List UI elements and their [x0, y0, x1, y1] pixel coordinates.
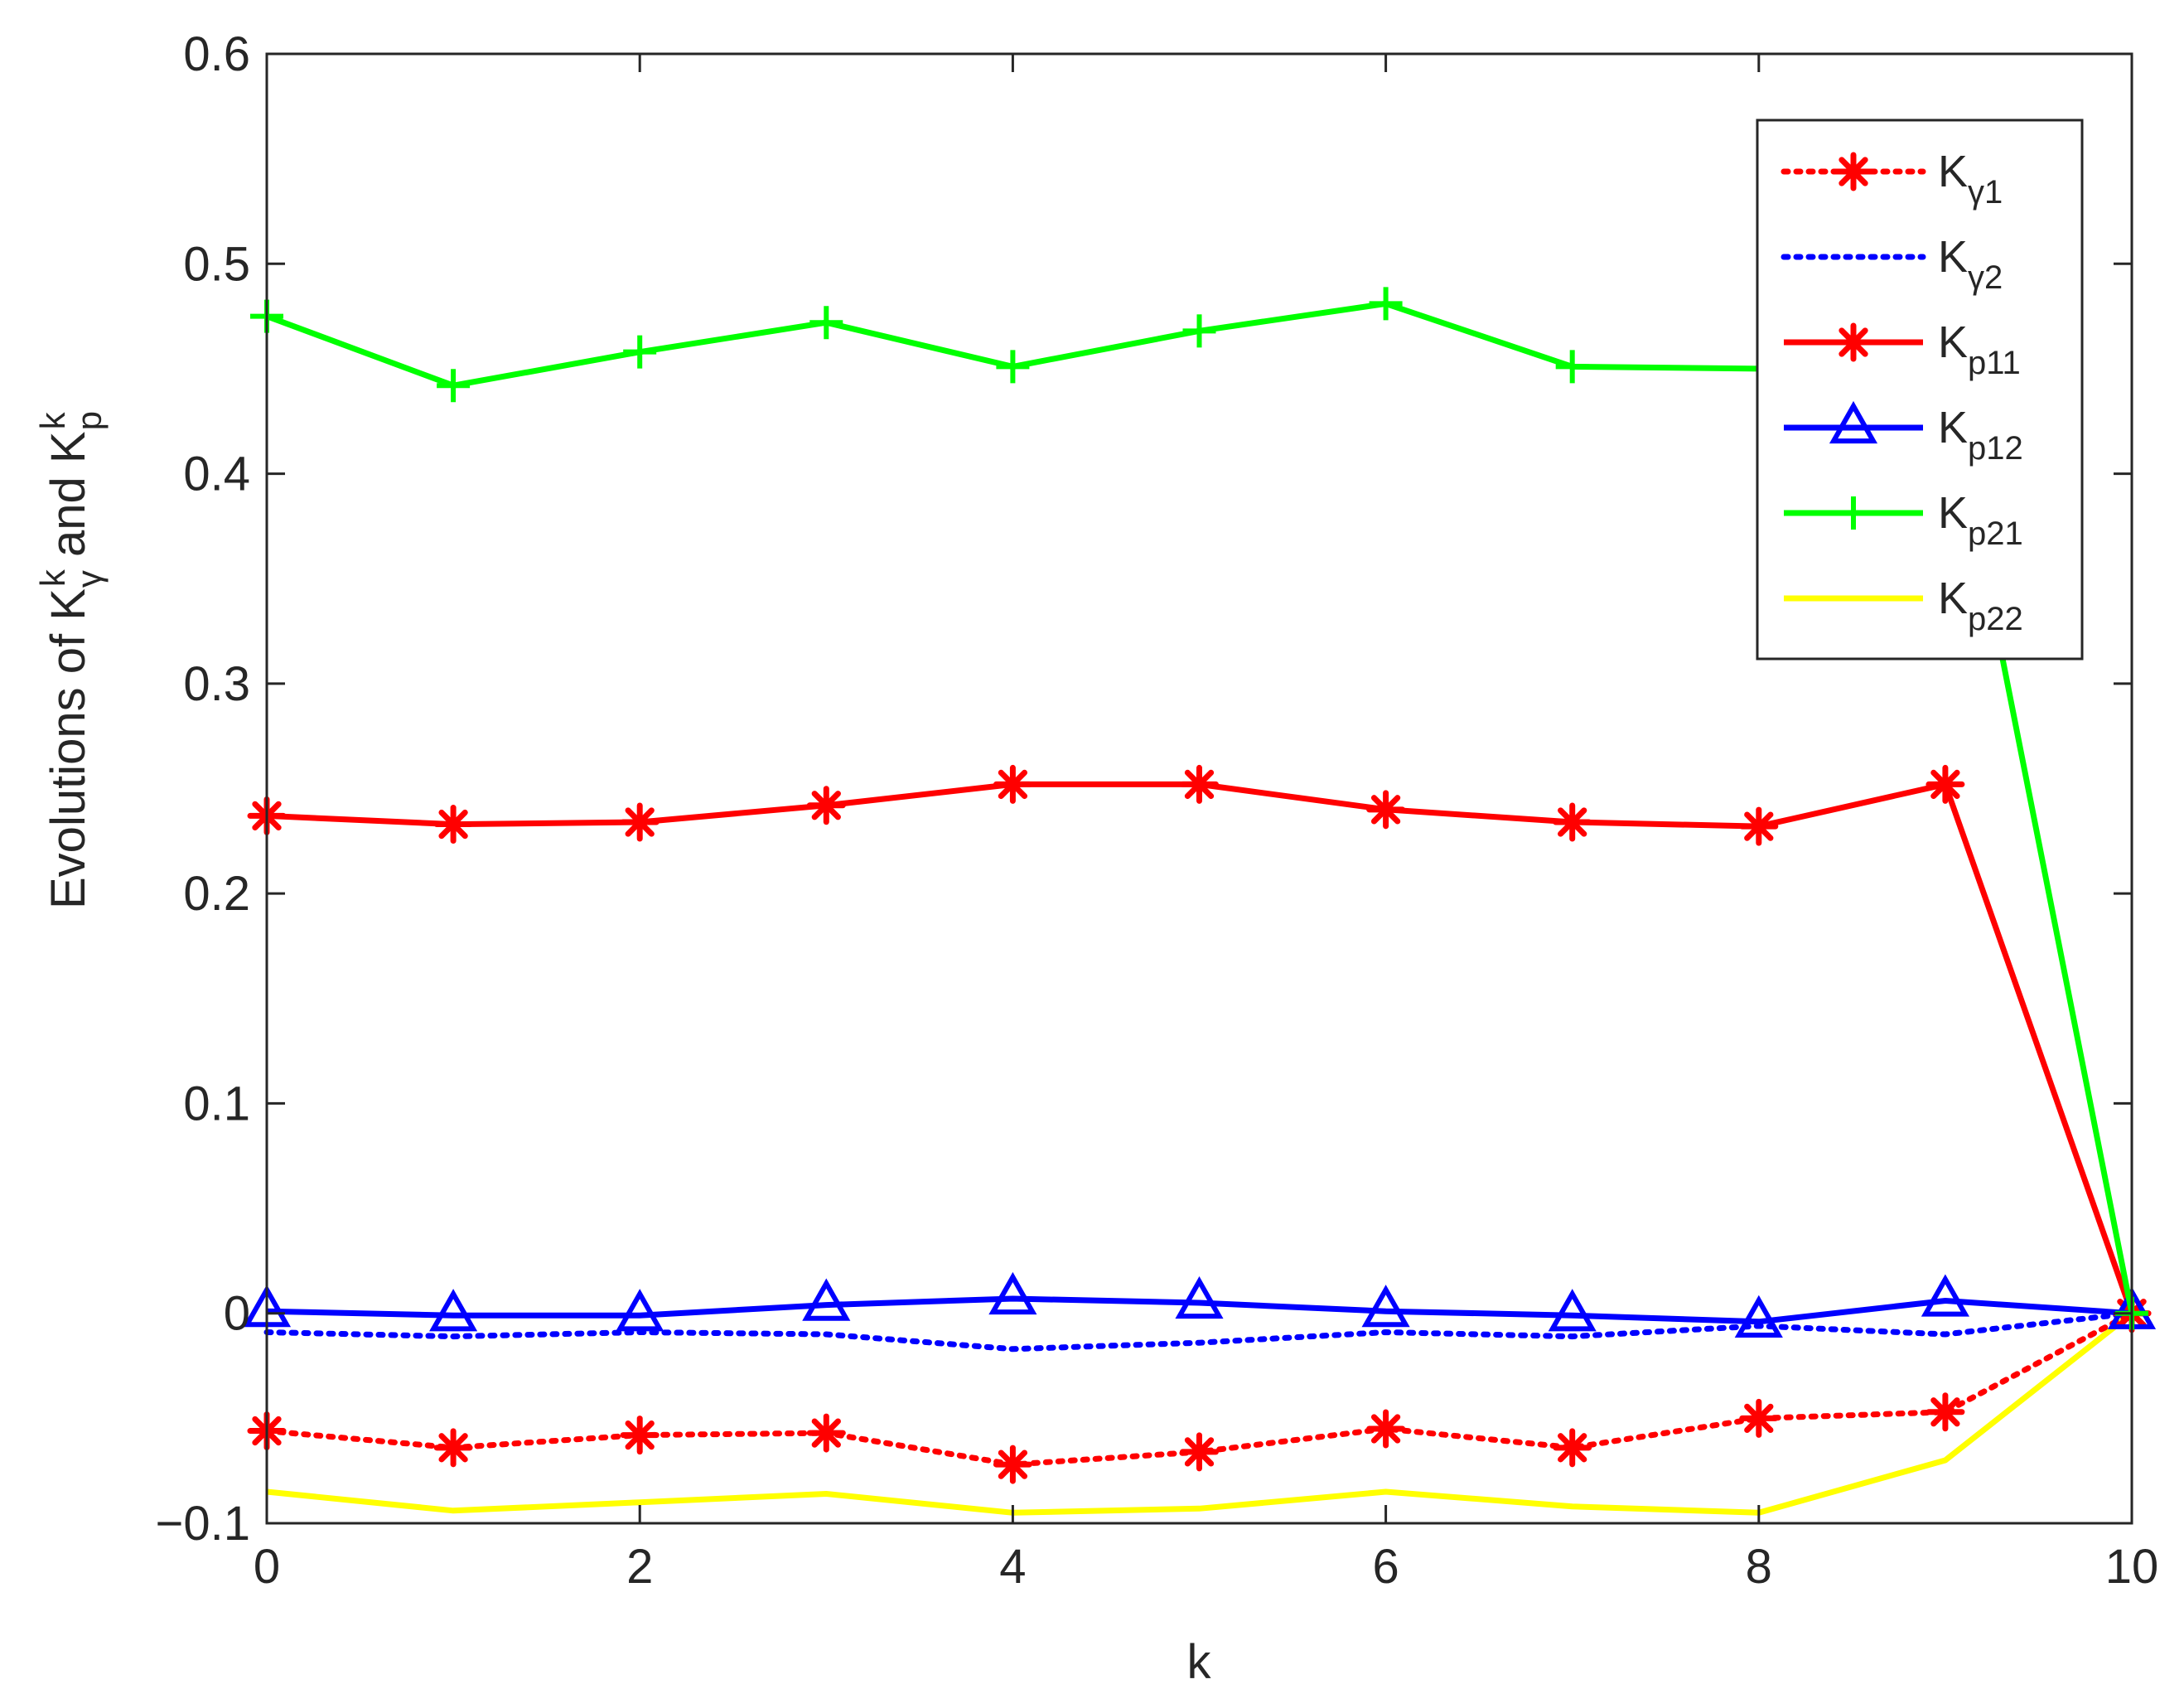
y-tick-label: 0.1	[183, 1077, 250, 1130]
legend-entry: Kp12	[1784, 400, 2023, 467]
legend-label-subscript: γ2	[1968, 259, 2003, 296]
x-tick-label: 4	[999, 1540, 1026, 1594]
legend-label-base: K	[1938, 488, 1968, 538]
x-tick-label: 10	[2105, 1540, 2159, 1594]
x-tick-label: 2	[626, 1540, 653, 1594]
data-point-marker	[811, 1418, 841, 1448]
y-tick-label: 0.2	[183, 867, 250, 921]
y-axis-label: Evolutions of Kkγ and Kkp	[33, 411, 109, 909]
data-point-marker	[1370, 1414, 1401, 1444]
legend-entry: Kγ1	[1781, 147, 2003, 211]
data-point-marker	[1734, 1295, 1783, 1338]
series-K-γ2	[263, 1310, 2135, 1353]
y-axis-label-sub1: γ	[70, 570, 109, 588]
y-axis-label-sup1: k	[33, 569, 72, 587]
y-axis-label-sup2: k	[33, 411, 72, 429]
data-point-marker	[438, 809, 468, 840]
y-tick-label: 0	[224, 1287, 250, 1341]
data-point-marker	[616, 1289, 664, 1332]
legend-label: Kp11	[1938, 317, 2021, 381]
data-point-marker	[1930, 769, 1960, 800]
plot-area-frame	[265, 52, 2133, 1525]
series-K-p12	[242, 1271, 2157, 1338]
y-axis-label-prefix: Evolutions of K	[41, 588, 95, 909]
legend-entry: Kp11	[1784, 317, 2021, 381]
series-line	[266, 1310, 2134, 1516]
data-point-marker	[1921, 1274, 1969, 1317]
legend-marker-sample	[1829, 400, 1878, 444]
legend-marker-sample	[1839, 327, 1868, 357]
series-K-p22	[266, 1310, 2134, 1516]
legend-label-base: K	[1938, 573, 1968, 623]
data-point-marker	[1175, 1275, 1224, 1319]
legend-label-subscript: p12	[1968, 430, 2023, 467]
data-point-marker	[811, 791, 841, 820]
data-point-marker	[802, 1278, 851, 1321]
y-tick-label: 0.4	[183, 448, 250, 501]
series-line	[266, 1295, 2133, 1325]
legend-label: Kp21	[1938, 488, 2023, 552]
y-tick-label: 0.3	[183, 657, 250, 711]
data-point-marker	[429, 1289, 478, 1332]
axes: 0 2 4 6 8 10−0.100.10.20.30.40.50.6	[156, 27, 2159, 1594]
legend-entry: Kγ2	[1781, 232, 2003, 296]
data-point-marker	[1361, 1285, 1410, 1328]
legend-label: Kp12	[1938, 403, 2023, 467]
data-point-marker	[1744, 811, 1774, 841]
data-point-marker	[1184, 769, 1215, 800]
series-K-p11	[247, 764, 2152, 1333]
series-line	[263, 1310, 2135, 1353]
data-point-marker	[438, 1433, 468, 1463]
data-point-marker	[1930, 1397, 1960, 1427]
data-point-marker	[998, 1449, 1028, 1479]
y-tick-label: −0.1	[156, 1497, 251, 1551]
legend-entry: Kp21	[1784, 488, 2023, 552]
data-point-marker	[1558, 1433, 1587, 1463]
x-tick-label: 8	[1746, 1540, 1772, 1594]
legend-label-subscript: p22	[1968, 601, 2023, 637]
y-axis-label-middle: and K	[41, 431, 95, 570]
legend-marker-sample	[1839, 157, 1868, 186]
legend-label-subscript: γ1	[1968, 174, 2003, 211]
y-tick-label: 0.6	[183, 27, 250, 81]
legend-label: Kγ1	[1938, 147, 2003, 211]
data-point-marker	[1558, 807, 1587, 837]
legend-label: Kp22	[1938, 573, 2023, 637]
legend-label-subscript: p21	[1968, 515, 2023, 552]
legend-label: Kγ2	[1938, 232, 2003, 296]
legend-label-base: K	[1938, 403, 1968, 452]
legend-box	[1756, 119, 2084, 661]
y-tick-label: 0.5	[183, 237, 250, 291]
legend-label-base: K	[1938, 317, 1968, 367]
data-point-marker	[998, 769, 1028, 800]
data-point-marker	[625, 807, 655, 837]
data-point-marker	[1184, 1437, 1215, 1467]
data-point-marker	[988, 1271, 1037, 1315]
x-axis-label: k	[1187, 1635, 1212, 1689]
x-tick-label: 0	[254, 1540, 280, 1594]
legend-label-base: K	[1938, 147, 1968, 196]
data-point-marker	[1744, 1403, 1774, 1433]
legend-label-subscript: p11	[1968, 345, 2021, 381]
plot-lines	[242, 287, 2157, 1516]
legend-entry: Kp22	[1784, 573, 2023, 637]
data-point-marker	[1548, 1289, 1597, 1332]
x-tick-label: 6	[1372, 1540, 1399, 1594]
legend-label-base: K	[1938, 232, 1968, 282]
data-point-marker	[625, 1420, 655, 1450]
y-axis-label-sub2: p	[70, 411, 109, 430]
series-K-γ1	[247, 1294, 2152, 1484]
data-point-marker	[1370, 795, 1401, 825]
